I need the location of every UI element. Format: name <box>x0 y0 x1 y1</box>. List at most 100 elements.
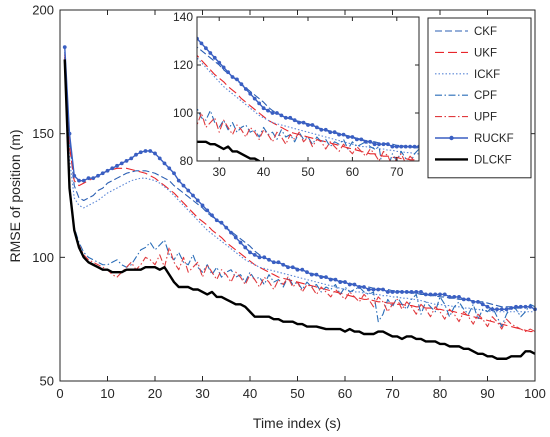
series-point-ruckf <box>181 183 186 188</box>
inset-series-point-ruckf <box>243 87 248 91</box>
series-point-ruckf <box>390 290 395 294</box>
inset-series-point-ruckf <box>310 123 315 127</box>
series-point-ruckf <box>153 151 157 156</box>
legend-item-cpf: CPF <box>435 90 497 102</box>
inset-series-point-ruckf <box>332 130 337 135</box>
inset-series-point-ruckf <box>199 41 204 46</box>
legend-label: ICKF <box>474 69 500 81</box>
legend-label: DLCKF <box>474 154 512 166</box>
x-tick-label: 40 <box>243 386 257 401</box>
x-tick-label: 20 <box>148 386 162 401</box>
inset-x-tick-label: 50 <box>301 165 315 179</box>
legend-label: UKF <box>474 47 497 59</box>
inset-y-tick-label: 80 <box>180 154 194 168</box>
x-tick-label: 0 <box>56 386 63 401</box>
inset-series-point-ruckf <box>368 139 373 144</box>
series-point-ruckf <box>252 252 257 257</box>
inset-series-point-ruckf <box>283 115 288 120</box>
inset-x-tick-label: 40 <box>257 165 271 179</box>
inset-series-point-ruckf <box>319 127 324 132</box>
series-point-ruckf <box>504 307 509 312</box>
series-point-ruckf <box>366 287 371 292</box>
series-point-ruckf <box>224 225 229 230</box>
series-point-ruckf <box>162 161 167 166</box>
legend-label: RUCKF <box>474 133 514 145</box>
series-point-ruckf <box>485 304 490 309</box>
series-point-ruckf <box>100 171 105 176</box>
series-point-ruckf <box>347 282 352 287</box>
series-point-ruckf <box>414 290 419 294</box>
inset-series-point-ruckf <box>257 101 262 106</box>
inset-series-point-ruckf <box>301 120 306 125</box>
series-point-ruckf <box>490 307 495 312</box>
inset-plot: 30 40 50 60 70 80 100 120 140 <box>173 10 420 179</box>
inset-series-point-ruckf <box>288 115 293 120</box>
inset-series-point-ruckf <box>386 142 390 147</box>
series-point-ruckf <box>495 307 499 312</box>
series-point-ruckf <box>205 208 210 213</box>
series-point-ruckf <box>319 275 324 280</box>
inset-series-group <box>197 36 419 161</box>
inset-series-point-ruckf <box>323 127 328 132</box>
legend-swatch-marker <box>449 135 454 141</box>
inset-series-point-ruckf <box>217 60 222 65</box>
series-point-ruckf <box>400 290 404 294</box>
series-point-ruckf <box>357 285 362 289</box>
series-point-ruckf <box>290 265 295 270</box>
series-point-ruckf <box>195 198 200 203</box>
series-point-ruckf <box>267 257 271 262</box>
series-point-ruckf <box>499 307 504 312</box>
series-point-ruckf <box>447 295 452 299</box>
series-line-ukf <box>64 56 535 333</box>
series-point-ruckf <box>423 292 428 297</box>
series-point-ruckf <box>385 290 390 294</box>
x-tick-label: 30 <box>195 386 209 401</box>
series-point-ruckf <box>461 297 466 302</box>
series-point-ruckf <box>115 163 119 168</box>
legend-item-upf: UPF <box>435 112 497 124</box>
series-point-ruckf <box>371 287 376 292</box>
inset-series-point-ruckf <box>230 75 235 79</box>
series-point-ruckf <box>442 292 447 297</box>
series-line-ickf <box>64 54 535 313</box>
legend-item-ckf: CKF <box>435 26 497 38</box>
legend-item-ukf: UKF <box>435 47 497 59</box>
legend-item-ruckf: RUCKF <box>435 133 514 145</box>
series-point-ruckf <box>214 218 219 223</box>
series-point-ruckf <box>167 166 172 171</box>
x-tick-label: 100 <box>524 386 546 401</box>
series-point-ruckf <box>362 285 366 289</box>
series-point-ruckf <box>91 176 96 181</box>
inset-series-point-ruckf <box>266 108 270 113</box>
series-point-ruckf <box>72 173 77 178</box>
x-tick-label: 50 <box>290 386 304 401</box>
series-point-ruckf <box>528 304 533 309</box>
series-point-ruckf <box>96 173 100 178</box>
series-point-ruckf <box>257 255 262 260</box>
series-point-ruckf <box>219 220 224 225</box>
inset-series-point-ruckf <box>306 123 310 127</box>
inset-series-point-ruckf <box>221 65 226 70</box>
series-point-ruckf <box>523 304 528 309</box>
series-point-ruckf <box>210 213 214 218</box>
inset-series-point-ruckf <box>408 144 413 149</box>
inset-series-point-ruckf <box>390 144 395 149</box>
series-point-ruckf <box>157 156 162 161</box>
inset-x-tick-label: 30 <box>213 165 227 179</box>
series-point-ruckf <box>309 272 314 277</box>
inset-series-point-ruckf <box>252 96 257 101</box>
series-point-ruckf <box>466 297 471 302</box>
series-point-ruckf <box>324 275 328 280</box>
series-point-ruckf <box>105 168 110 173</box>
inset-series-point-ruckf <box>314 125 319 130</box>
x-axis-label: Time index (s) <box>253 415 341 431</box>
series-point-ruckf <box>438 292 442 297</box>
series-point-ruckf <box>119 161 124 166</box>
series-point-ruckf <box>409 290 414 294</box>
legend: CKF UKF ICKF CPF UPF RUCKF DLCKF <box>427 17 532 179</box>
legend-item-ickf: ICKF <box>435 69 500 81</box>
series-point-ruckf <box>518 304 523 309</box>
series-point-ruckf <box>404 290 409 294</box>
series-point-ruckf <box>124 158 129 163</box>
series-point-ruckf <box>243 245 248 250</box>
